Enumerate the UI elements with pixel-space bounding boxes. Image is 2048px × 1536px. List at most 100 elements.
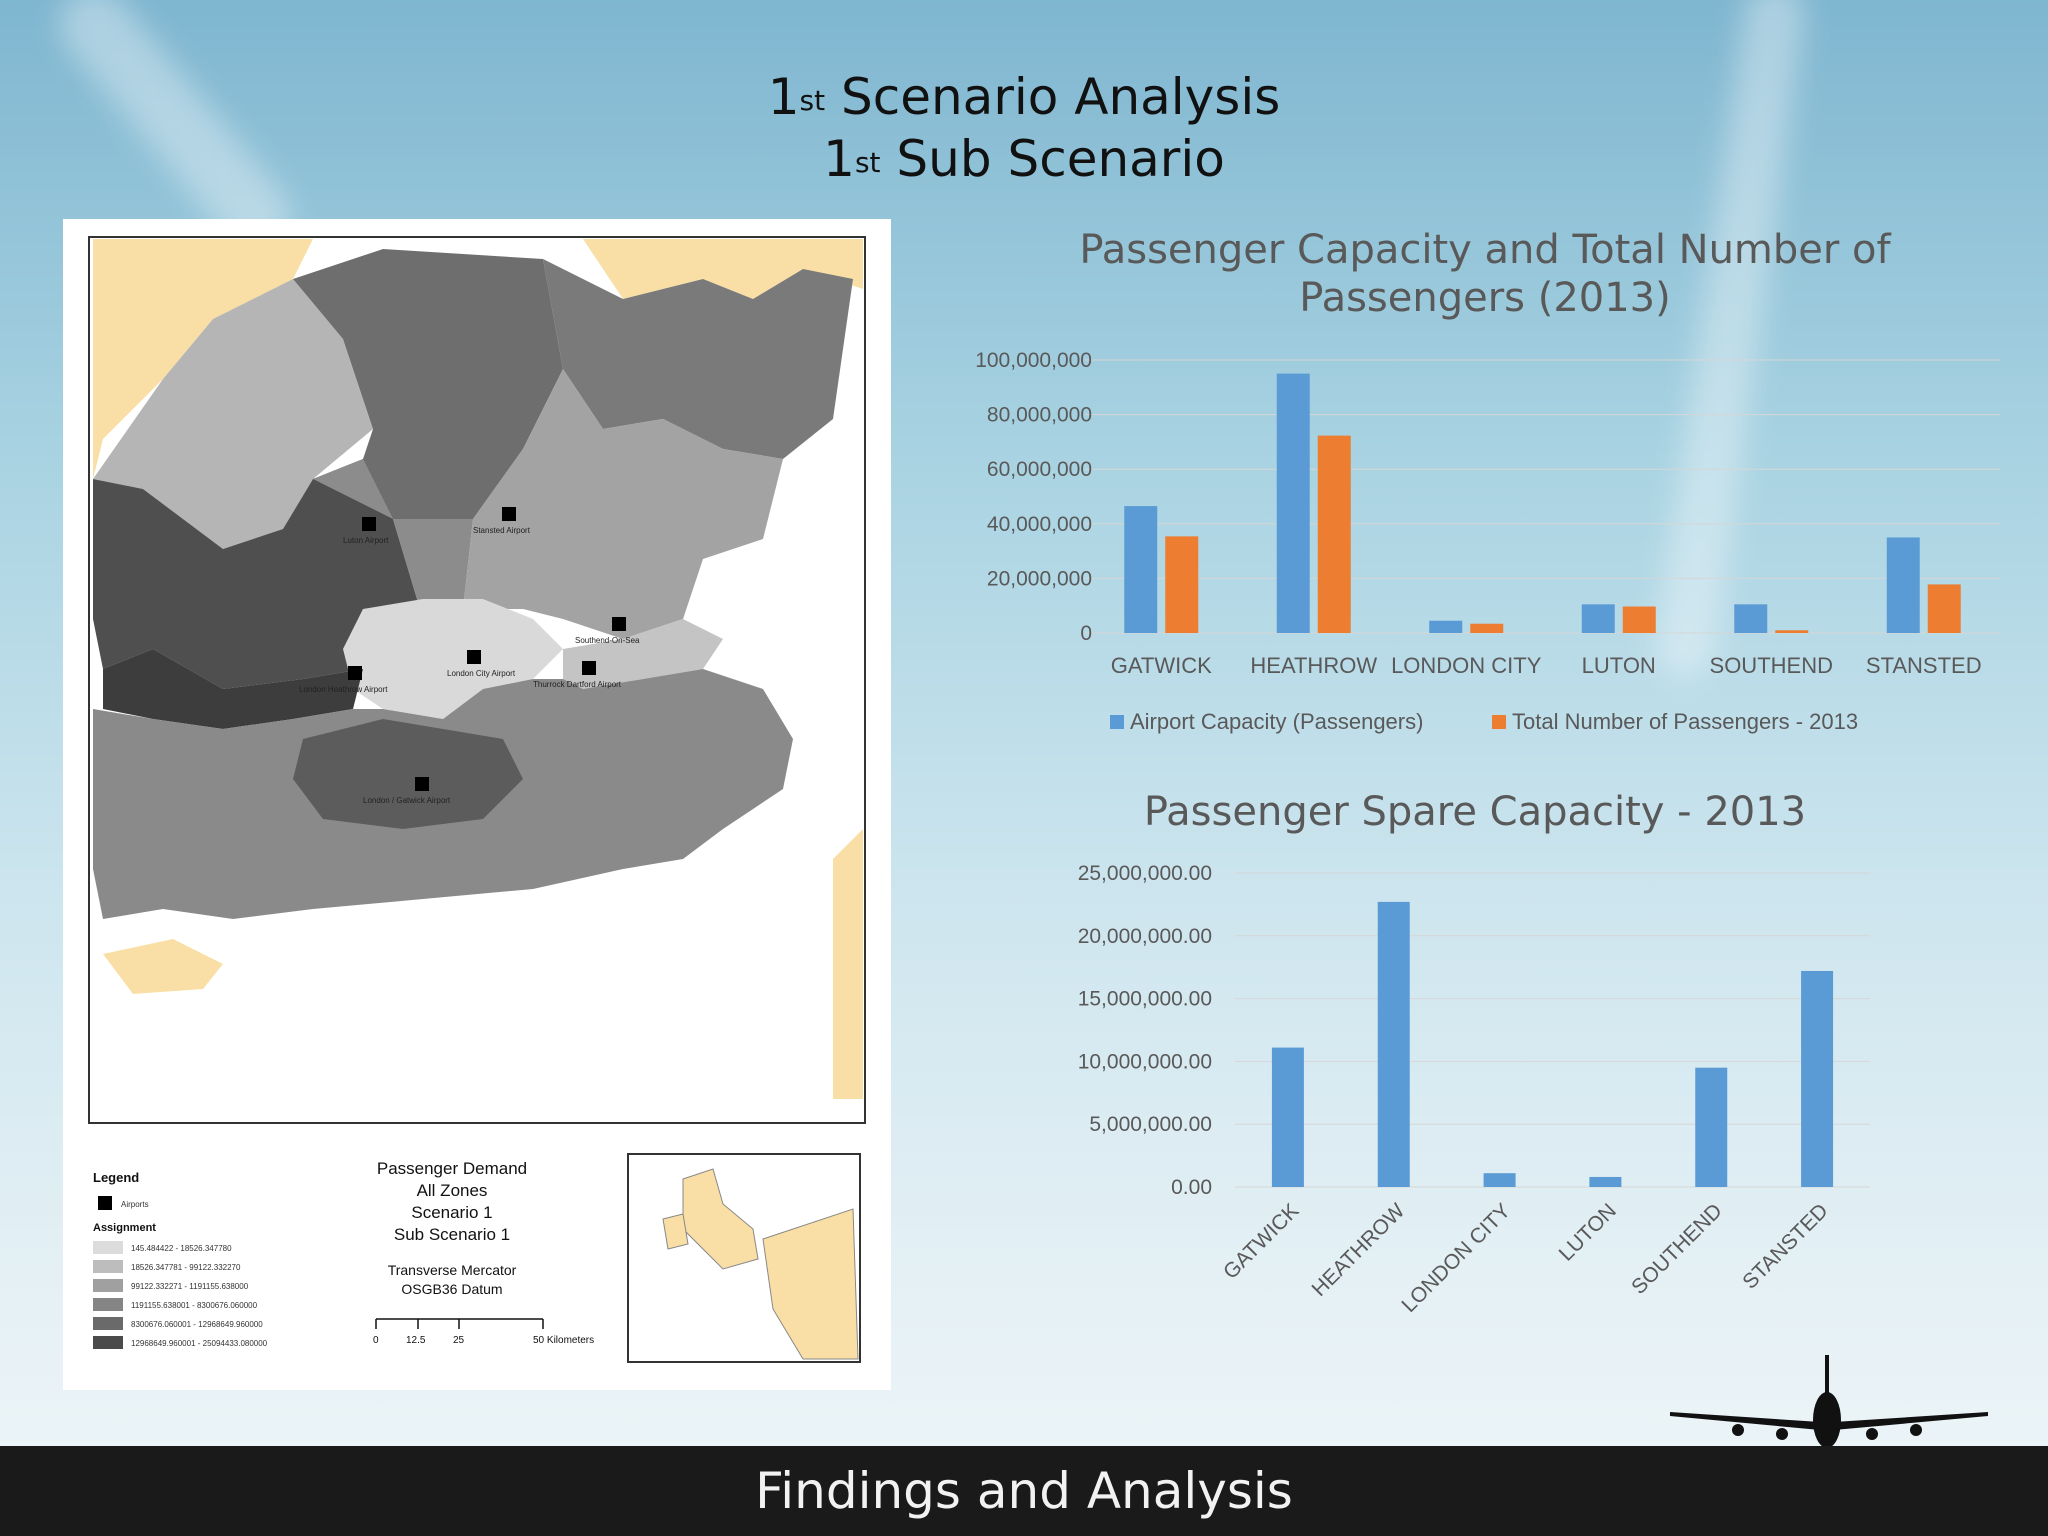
legend-airports-label: Airports	[121, 1200, 149, 1209]
legend-range-label: 145.484422 - 18526.347780	[131, 1244, 232, 1253]
bar-passengers	[1317, 435, 1351, 633]
map-title-line: Passenger Demand	[377, 1159, 527, 1178]
y-tick-label: 25,000,000.00	[1078, 862, 1212, 885]
x-tick-label: SOUTHEND	[1627, 1199, 1727, 1299]
bar-capacity	[1429, 620, 1463, 633]
x-tick-label: LONDON CITY	[1391, 653, 1542, 678]
inset-ireland	[662, 1213, 689, 1250]
spare-capacity-chart: 0.00 5,000,000.00 10,000,000.00 15,000,000.…	[1078, 862, 1870, 1317]
legend-swatch	[1492, 715, 1506, 729]
zone-gatwick	[293, 719, 523, 829]
isle-of-wight	[103, 939, 223, 994]
legend-label: Airport Capacity (Passengers)	[1130, 709, 1423, 734]
legend-swatch	[93, 1279, 123, 1292]
inset-continent	[762, 1208, 859, 1360]
map-title-line: Scenario 1	[411, 1203, 492, 1222]
bar-passengers	[1470, 623, 1504, 633]
zone-heathrow	[103, 649, 363, 729]
airport-label: London City Airport	[447, 669, 516, 678]
bar-spare-capacity	[1589, 1176, 1622, 1187]
legend-range-label: 12968649.960001 - 25094433.080000	[131, 1339, 268, 1348]
bar-capacity	[1886, 537, 1920, 633]
bar-passengers	[1927, 584, 1961, 633]
map-projection-line: Transverse Mercator	[388, 1262, 517, 1278]
legend-swatch	[1110, 715, 1124, 729]
bar-spare-capacity	[1377, 901, 1410, 1187]
bar-spare-capacity	[1801, 970, 1834, 1187]
map-figure: Luton Airport Stansted Airport Southend-…	[88, 236, 866, 1363]
y-tick-label: 20,000,000.00	[1078, 925, 1212, 948]
scale-tick: 25	[453, 1335, 465, 1346]
bar-spare-capacity	[1695, 1067, 1728, 1187]
legend-ramps: 145.484422 - 18526.347780 18526.347781 - …	[93, 1241, 268, 1349]
scale-tick: 0	[373, 1335, 379, 1346]
legend-swatch	[93, 1241, 123, 1254]
y-tick-label: 100,000,000	[975, 349, 1092, 372]
x-tick-label: LUTON	[1582, 653, 1656, 678]
chart2-title: Passenger Spare Capacity - 2013	[1143, 789, 1807, 835]
bar-capacity	[1276, 373, 1310, 633]
x-tick-label: HEATHROW	[1308, 1199, 1410, 1301]
legend-label: Total Number of Passengers - 2013	[1512, 709, 1858, 734]
legend-range-label: 8300676.060001 - 12968649.960000	[131, 1320, 263, 1329]
airport-marker	[582, 661, 596, 675]
map-title-line: Sub Scenario 1	[394, 1225, 510, 1244]
land-north-west	[93, 239, 313, 479]
y-tick-label: 0	[1080, 622, 1092, 645]
zone-thurrock	[563, 619, 723, 689]
bar-passengers	[1775, 630, 1809, 633]
x-tick-label: GATWICK	[1111, 653, 1212, 678]
scale-tick: 50 Kilometers	[533, 1335, 594, 1346]
y-tick-label: 20,000,000	[987, 567, 1092, 590]
land-france	[833, 829, 863, 1099]
legend-range-label: 99122.332271 - 1191155.638000	[131, 1282, 249, 1291]
airplane-silhouette	[1670, 1355, 1988, 1448]
bar-spare-capacity	[1483, 1173, 1516, 1187]
zone-3	[543, 259, 853, 459]
airport-label: Southend-On-Sea	[575, 636, 640, 645]
airport-markers	[348, 507, 626, 791]
zone-london	[343, 599, 563, 719]
inset-great-britain	[682, 1168, 759, 1270]
airport-label: London / Gatwick Airport	[363, 796, 451, 805]
airport-label: Thurrock Dartford Airport	[533, 680, 622, 689]
passenger-demand-map: Luton Airport Stansted Airport Southend-…	[63, 219, 891, 1390]
legend-range-label: 18526.347781 - 99122.332270	[131, 1263, 241, 1272]
airport-label: London Heathrow Airport	[299, 685, 388, 694]
x-tick-label: STANSTED	[1738, 1199, 1832, 1293]
scale-tick: 12.5	[406, 1335, 426, 1346]
y-tick-label: 60,000,000	[987, 458, 1092, 481]
legend-range-label: 1191155.638001 - 8300676.060000	[131, 1301, 258, 1310]
zone-5	[313, 459, 473, 619]
airport-marker	[415, 777, 429, 791]
legend-swatch	[93, 1336, 123, 1349]
zone-1	[93, 279, 373, 549]
y-tick-label: 15,000,000.00	[1078, 988, 1212, 1011]
bar-passengers	[1165, 536, 1199, 633]
zone-6	[463, 369, 783, 639]
airport-label: Luton Airport	[343, 536, 389, 545]
legend-assignment-label: Assignment	[93, 1222, 156, 1234]
slide-title-line2: 1st Sub Scenario	[823, 130, 1225, 188]
bar-spare-capacity	[1271, 1047, 1304, 1187]
airport-marker	[612, 617, 626, 631]
zone-4	[93, 459, 423, 689]
chart1-title: Passenger Capacity and Total Number of P…	[1079, 227, 1891, 321]
legend-airport-icon	[98, 1196, 112, 1210]
x-tick-label: LONDON CITY	[1397, 1199, 1515, 1317]
y-tick-label: 10,000,000.00	[1078, 1050, 1212, 1073]
passenger-capacity-chart: 0 20,000,000 40,000,000 60,000,000 80,000,00…	[975, 349, 2000, 734]
airport-marker	[467, 650, 481, 664]
x-tick-label: STANSTED	[1866, 653, 1982, 678]
y-tick-label: 80,000,000	[987, 404, 1092, 427]
bar-capacity	[1124, 506, 1158, 633]
airport-label: Stansted Airport	[473, 526, 531, 535]
land-north-east	[583, 239, 863, 299]
scale-bar	[375, 1318, 544, 1329]
legend-swatch	[93, 1298, 123, 1311]
legend-swatch	[93, 1317, 123, 1330]
zone-2	[293, 249, 563, 519]
x-tick-label: SOUTHEND	[1710, 653, 1833, 678]
map-title-line: All Zones	[417, 1181, 488, 1200]
y-tick-label: 40,000,000	[987, 513, 1092, 536]
